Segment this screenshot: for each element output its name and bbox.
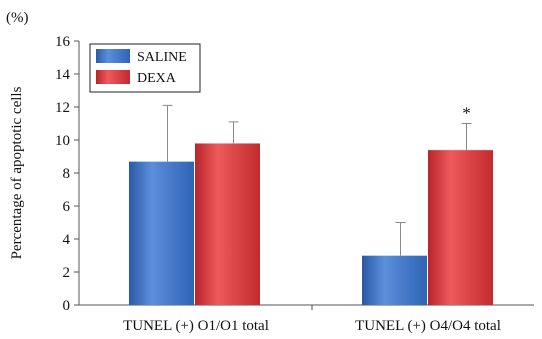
y-tick-label: 12 <box>55 100 70 116</box>
y-tick-label: 6 <box>63 199 71 215</box>
y-tick-label: 4 <box>63 232 71 248</box>
bar-dexa-2 <box>428 149 493 305</box>
y-unit-label: (%) <box>6 10 29 26</box>
bar-saline-2 <box>362 255 427 305</box>
legend-label-dexa: DEXA <box>137 71 177 86</box>
y-tick-label: 16 <box>55 34 71 50</box>
legend-swatch-saline <box>96 49 130 63</box>
x-category-label: TUNEL (+) O4/O4 total <box>355 318 501 334</box>
legend-swatch-dexa <box>96 70 130 84</box>
y-tick-label: 10 <box>55 133 70 149</box>
x-axis-categories: TUNEL (+) O1/O1 total TUNEL (+) O4/O4 tot… <box>123 305 501 334</box>
x-category-label: TUNEL (+) O1/O1 total <box>123 318 269 334</box>
y-tick-label: 14 <box>55 67 71 83</box>
y-tick-label: 8 <box>63 166 71 182</box>
bar-dexa-1 <box>195 143 260 305</box>
legend-label-saline: SALINE <box>137 50 187 65</box>
y-axis-ticks: 0 2 4 6 8 10 12 14 16 <box>55 34 79 314</box>
legend: SALINE DEXA <box>89 43 201 93</box>
significance-asterisk: * <box>462 104 471 123</box>
bar-marks: * <box>129 104 493 305</box>
bar-saline-1 <box>129 161 194 305</box>
y-tick-label: 2 <box>63 265 71 281</box>
y-tick-label: 0 <box>63 298 71 314</box>
y-axis-title: Percentage of apoptotic cells <box>9 86 25 259</box>
